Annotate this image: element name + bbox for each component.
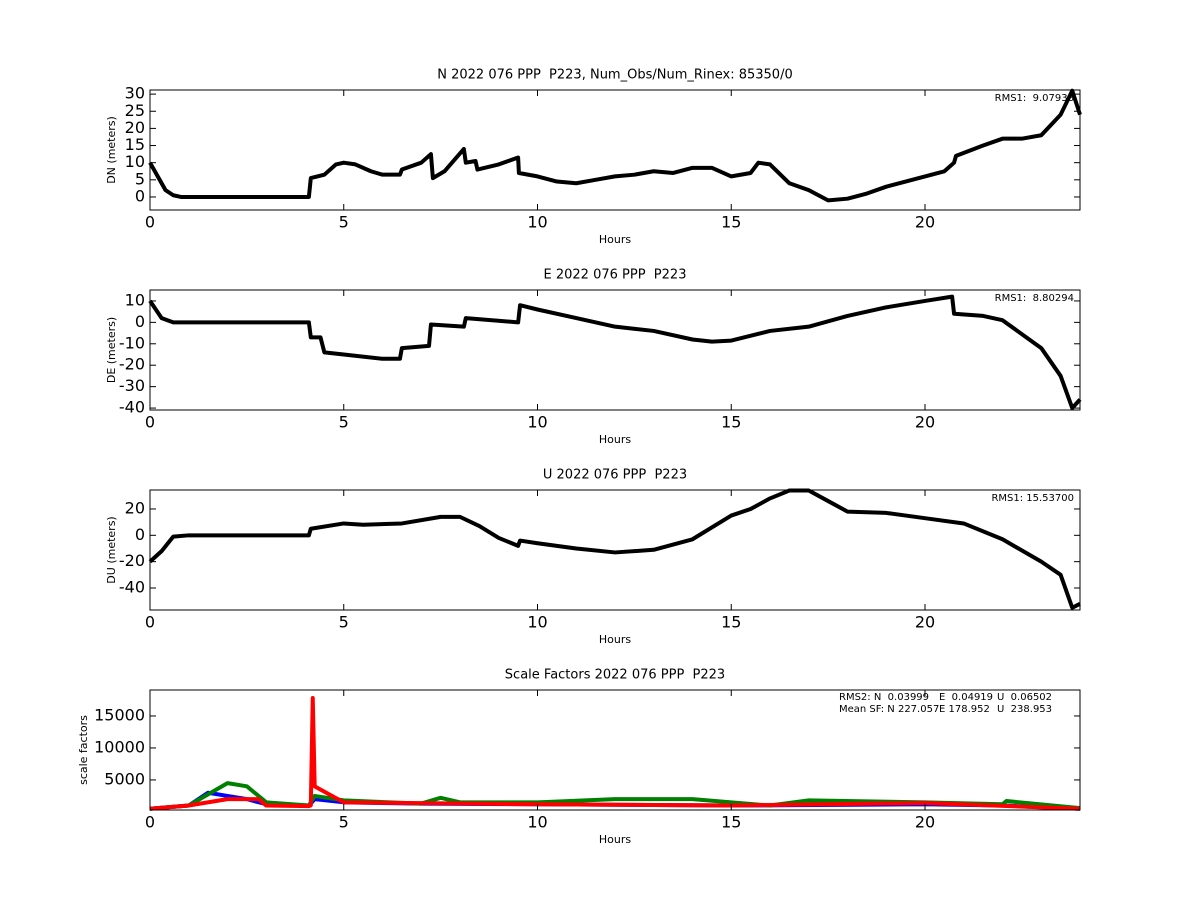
- data-line: [148, 88, 1082, 203]
- y-axis-label: DE (meters): [105, 317, 118, 383]
- annotation: Mean SF: N 227.057: [839, 704, 939, 715]
- x-axis-label: Hours: [599, 433, 631, 446]
- panel-title: U 2022 076 PPP P223: [543, 468, 687, 483]
- y-tick-label: -40: [119, 578, 145, 597]
- y-tick-label: 0: [135, 312, 145, 331]
- annotation: RMS1: 8.80294: [995, 293, 1074, 304]
- y-tick-label: 5: [135, 169, 145, 188]
- y-tick-label: 10000: [94, 737, 145, 756]
- y-tick-label: -30: [119, 376, 145, 395]
- x-axis-label: Hours: [599, 233, 631, 246]
- y-axis-label: DU (meters): [105, 516, 118, 583]
- plot-frame: [149, 89, 1081, 211]
- x-tick-label: 15: [721, 213, 741, 232]
- annotation: RMS2: N 0.03999: [839, 692, 929, 703]
- annotation: RMS1: 9.07938: [995, 93, 1074, 104]
- x-tick-label: 20: [915, 613, 935, 632]
- x-tick-label: 0: [145, 813, 155, 832]
- y-tick-label: -20: [119, 355, 145, 374]
- x-tick-label: 20: [915, 213, 935, 232]
- x-tick-label: 10: [527, 213, 547, 232]
- y-tick-label: 0: [135, 525, 145, 544]
- annotation: U 0.06502: [997, 692, 1052, 703]
- x-tick-label: 0: [145, 413, 155, 432]
- y-tick-label: 10: [125, 152, 145, 171]
- panel-title: N 2022 076 PPP P223, Num_Obs/Num_Rinex: …: [437, 68, 792, 83]
- y-axis-label: scale factors: [77, 715, 90, 785]
- annotation: U 238.953: [997, 704, 1052, 715]
- x-tick-label: 0: [145, 613, 155, 632]
- x-tick-label: 15: [721, 813, 741, 832]
- plot-frame: [149, 689, 1081, 811]
- x-tick-label: 5: [339, 413, 349, 432]
- y-axis-label: DN (meters): [105, 116, 118, 184]
- x-axis-label: Hours: [599, 833, 631, 846]
- y-tick-label: -10: [119, 333, 145, 352]
- plot-frame: [149, 489, 1081, 611]
- x-tick-label: 10: [527, 613, 547, 632]
- y-tick-label: 20: [125, 118, 145, 137]
- y-tick-label: -20: [119, 551, 145, 570]
- panel-title: Scale Factors 2022 076 PPP P223: [505, 668, 725, 683]
- y-tick-label: 15000: [94, 705, 145, 724]
- annotation: E 178.952: [939, 704, 990, 715]
- y-tick-label: 0: [135, 186, 145, 205]
- panel-title: E 2022 076 PPP P223: [544, 268, 687, 283]
- x-tick-label: 20: [915, 813, 935, 832]
- x-tick-label: 10: [527, 413, 547, 432]
- x-tick-label: 5: [339, 613, 349, 632]
- y-tick-label: 5000: [104, 769, 145, 788]
- x-tick-label: 5: [339, 813, 349, 832]
- x-tick-label: 15: [721, 413, 741, 432]
- data-line: [148, 488, 1081, 610]
- x-tick-label: 10: [527, 813, 547, 832]
- y-tick-label: 10: [125, 290, 145, 309]
- y-tick-label: 20: [125, 498, 145, 517]
- y-tick-label: -40: [119, 398, 145, 417]
- x-tick-label: 15: [721, 613, 741, 632]
- data-line: [149, 696, 1081, 811]
- y-tick-label: 25: [125, 101, 145, 120]
- x-axis-label: Hours: [599, 633, 631, 646]
- y-tick-label: 30: [125, 84, 145, 103]
- data-line: [148, 294, 1082, 411]
- plot-frame: [149, 289, 1081, 411]
- annotation: RMS1: 15.53700: [991, 493, 1074, 504]
- x-tick-label: 5: [339, 213, 349, 232]
- x-tick-label: 0: [145, 213, 155, 232]
- annotation: E 0.04919: [939, 692, 993, 703]
- y-tick-label: 15: [125, 135, 145, 154]
- x-tick-label: 20: [915, 413, 935, 432]
